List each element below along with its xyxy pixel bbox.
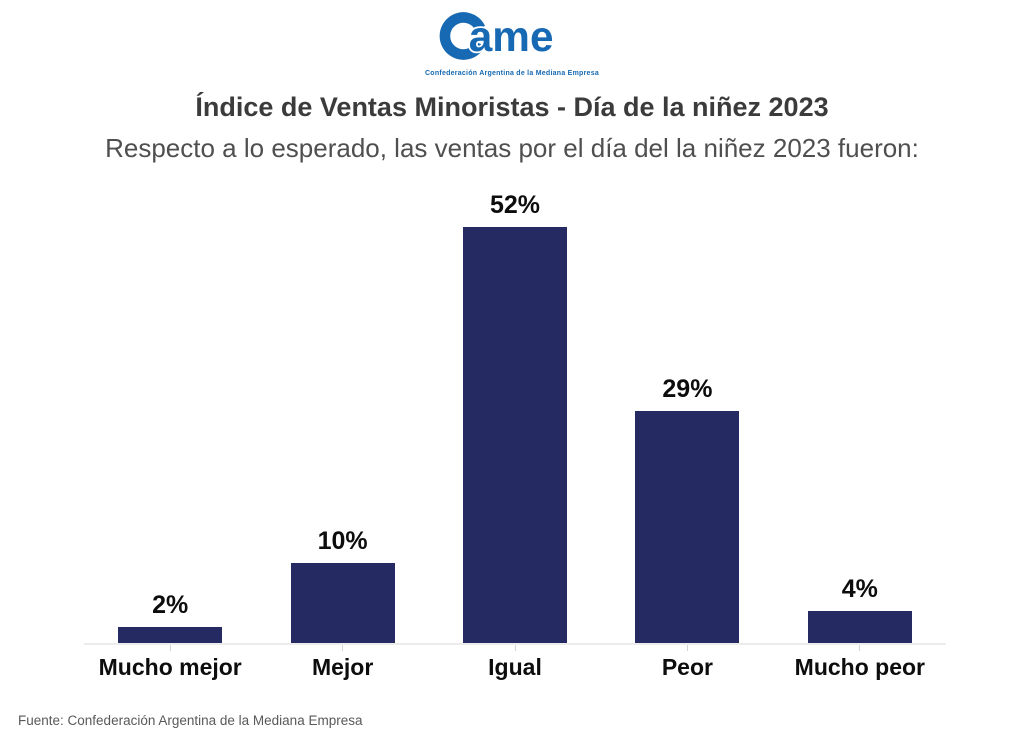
bar-column-igual: 52% [429, 191, 601, 643]
axis-tick [859, 644, 861, 651]
bar-column-mucho-peor: 4% [774, 575, 946, 643]
category-label-cell-mejor: Mejor [256, 644, 428, 681]
bar-value-label-mucho-mejor: 2% [152, 590, 189, 619]
bar-peor [635, 410, 740, 643]
bar-mejor [290, 562, 395, 643]
category-labels: Mucho mejor Mejor Igual Peor Mucho peor [84, 644, 946, 681]
chart-subtitle: Respecto a lo esperado, las ventas por e… [105, 133, 919, 164]
axis-tick [514, 644, 516, 651]
bar-column-mucho-mejor: 2% [84, 591, 256, 643]
category-label-peor: Peor [661, 653, 713, 680]
chart-title: Índice de Ventas Minoristas - Día de la … [195, 92, 829, 122]
category-label-mejor: Mejor [311, 653, 374, 680]
category-label-mucho-peor: Mucho peor [794, 653, 925, 680]
bar-column-peor: 29% [601, 375, 773, 643]
category-label-mucho-mejor: Mucho mejor [98, 653, 242, 680]
category-label-cell-mucho-peor: Mucho peor [774, 644, 946, 681]
bar-column-mejor: 10% [256, 527, 428, 643]
category-label-cell-igual: Igual [429, 644, 601, 681]
bar-value-label-mejor: 10% [317, 526, 368, 555]
bar-value-label-peor: 29% [662, 374, 713, 403]
plot-area: 2% 10% 52% 29% 4% [84, 188, 946, 645]
category-label-igual: Igual [488, 653, 542, 680]
source-note: Fuente: Confederación Argentina de la Me… [18, 713, 363, 728]
logo-c-ring [439, 12, 486, 60]
bar-mucho-mejor [118, 626, 223, 643]
category-label-cell-peor: Peor [601, 644, 773, 681]
axis-tick [342, 644, 344, 651]
axis-tick [686, 644, 688, 651]
axis-tick [169, 644, 171, 651]
category-label-cell-mucho-mejor: Mucho mejor [84, 644, 256, 681]
bar-igual [463, 226, 568, 643]
came-logo-icon: ame [439, 11, 555, 62]
bar-mucho-peor [807, 610, 912, 643]
logo-tagline: Confederación Argentina de la Mediana Em… [425, 70, 599, 77]
bar-value-label-igual: 52% [489, 190, 541, 219]
came-logo: ame Confederación Argentina de la Median… [0, 0, 1024, 77]
bar-value-label-mucho-peor: 4% [841, 574, 878, 603]
logo-letters: ame [469, 13, 554, 60]
